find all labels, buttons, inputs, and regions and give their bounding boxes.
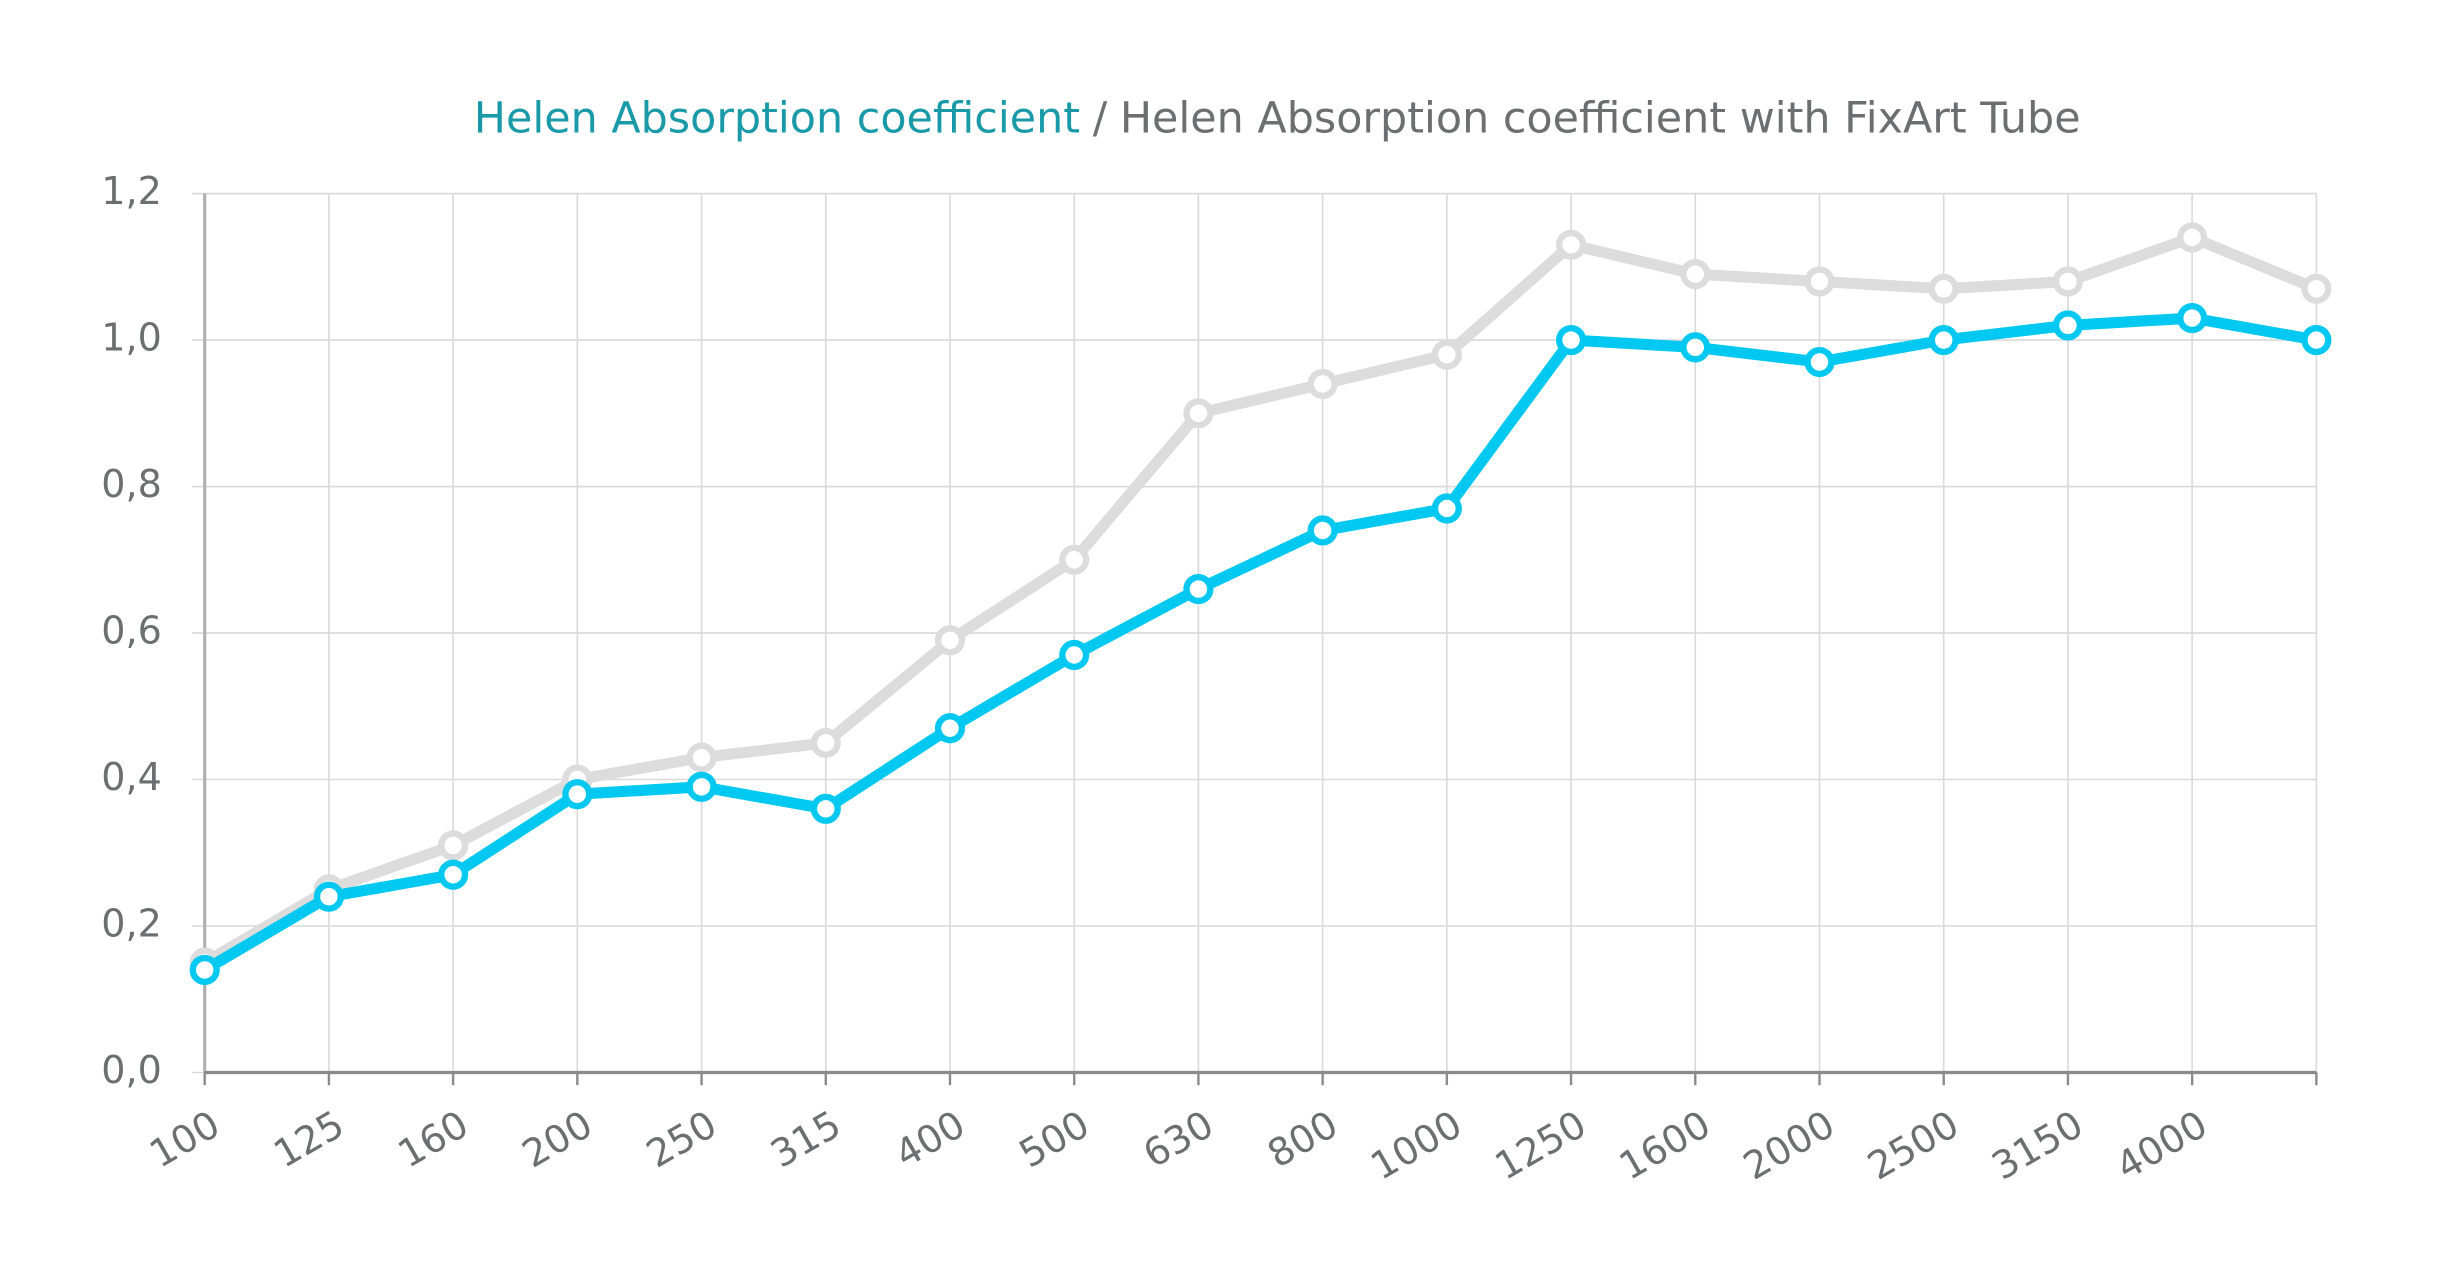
data-point	[1059, 639, 1090, 671]
data-point	[686, 742, 717, 773]
x-tick-label: 250	[639, 1102, 724, 1176]
y-tick-label: 0,4	[101, 755, 162, 799]
y-tick-label: 0,6	[101, 609, 162, 653]
data-point	[1928, 324, 1959, 356]
x-tick-label: 1000	[1363, 1102, 1469, 1189]
data-point	[1431, 493, 1462, 524]
data-point	[1183, 574, 1214, 605]
x-tick-label: 630	[1136, 1102, 1221, 1176]
data-point	[1680, 332, 1711, 363]
data-point	[686, 771, 717, 802]
x-tick-label: 800	[1260, 1102, 1345, 1176]
data-point	[2177, 303, 2208, 334]
y-tick-label: 0,0	[101, 1048, 162, 1092]
data-point	[1928, 273, 1959, 304]
data-point	[438, 830, 469, 861]
data-point	[1555, 324, 1587, 356]
legend-entry: Helen Absorption coefficient	[474, 93, 1080, 143]
x-tick-label: 1600	[1612, 1102, 1718, 1189]
data-point	[1555, 229, 1587, 260]
data-point	[1804, 346, 1835, 378]
data-point	[934, 625, 966, 656]
legend-entry: Helen Absorption coefficient with FixArt…	[1120, 93, 2081, 143]
series-line	[201, 312, 2318, 975]
y-tick-label: 0,2	[101, 902, 162, 946]
data-point	[2301, 324, 2332, 356]
y-tick-label: 1,2	[101, 169, 162, 213]
x-tick-label: 125	[266, 1102, 351, 1176]
data-point	[1307, 368, 1338, 400]
legend-separator: /	[1093, 93, 1108, 143]
y-tick-label: 0,8	[101, 462, 162, 506]
data-point	[2301, 273, 2332, 304]
x-tick-label: 2500	[1860, 1102, 1966, 1189]
y-tick-label: 1,0	[101, 316, 162, 360]
data-point	[1307, 515, 1338, 546]
chart-title: Helen Absorption coefficient / Helen Absor…	[474, 93, 2081, 143]
x-tick-label: 100	[142, 1102, 227, 1176]
data-point	[1059, 544, 1090, 575]
data-point	[1680, 259, 1711, 290]
data-point	[1431, 339, 1462, 370]
x-tick-label: 200	[515, 1102, 600, 1176]
series-line	[201, 231, 2319, 968]
x-tick-label: 500	[1012, 1102, 1097, 1176]
x-tick-label: 400	[888, 1102, 973, 1176]
x-tick-label: 2000	[1736, 1102, 1842, 1189]
x-tick-label: 160	[391, 1102, 476, 1176]
data-point	[2177, 222, 2208, 253]
data-point	[2052, 310, 2083, 341]
data-point	[562, 779, 593, 810]
data-point	[810, 793, 841, 824]
data-point	[1183, 398, 1214, 429]
data-point	[1804, 266, 1835, 297]
x-tick-label: 1250	[1488, 1102, 1594, 1189]
x-tick-label: 315	[763, 1102, 848, 1176]
data-point	[438, 859, 469, 890]
data-point	[189, 954, 220, 986]
data-point	[934, 713, 966, 744]
data-point	[810, 727, 841, 758]
x-tick-label: 4000	[2109, 1102, 2215, 1189]
x-tick-label: 3150	[1984, 1102, 2090, 1189]
data-point	[2052, 266, 2083, 297]
data-point	[313, 881, 344, 912]
